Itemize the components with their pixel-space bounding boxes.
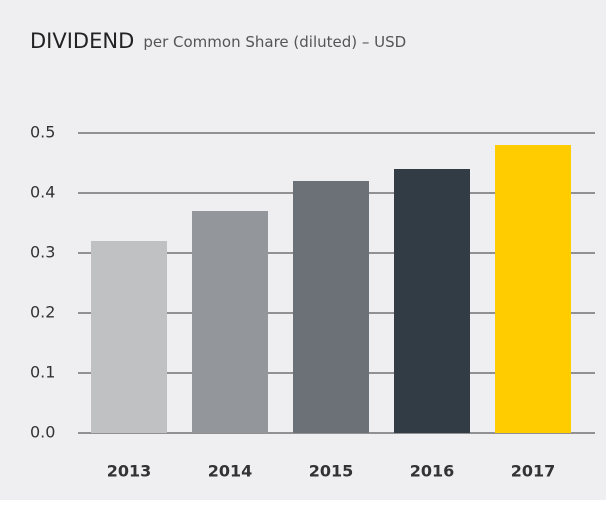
y-tick-label: 0.2 <box>30 303 55 322</box>
x-tick-label: 2017 <box>511 462 556 481</box>
x-tick-label: 2013 <box>107 462 152 481</box>
bar <box>495 145 571 433</box>
layer <box>91 145 571 433</box>
subtitle: per Common Share (diluted) – USD <box>143 33 406 51</box>
x-tick-label: 2014 <box>208 462 253 481</box>
y-tick-label: 0.0 <box>30 423 55 442</box>
y-tick-label: 0.3 <box>30 243 55 262</box>
bar <box>394 169 470 433</box>
x-tick-label: 2016 <box>410 462 455 481</box>
bar <box>293 181 369 433</box>
y-tick-label: 0.4 <box>30 183 55 202</box>
y-tick-label: 0.5 <box>30 123 55 142</box>
y-tick-label: 0.1 <box>30 363 55 382</box>
bar <box>91 241 167 433</box>
chart-title: DIVIDEND per Common Share (diluted) – US… <box>30 29 406 53</box>
x-tick-label: 2015 <box>309 462 354 481</box>
title: DIVIDEND <box>30 29 134 53</box>
bar <box>192 211 268 433</box>
